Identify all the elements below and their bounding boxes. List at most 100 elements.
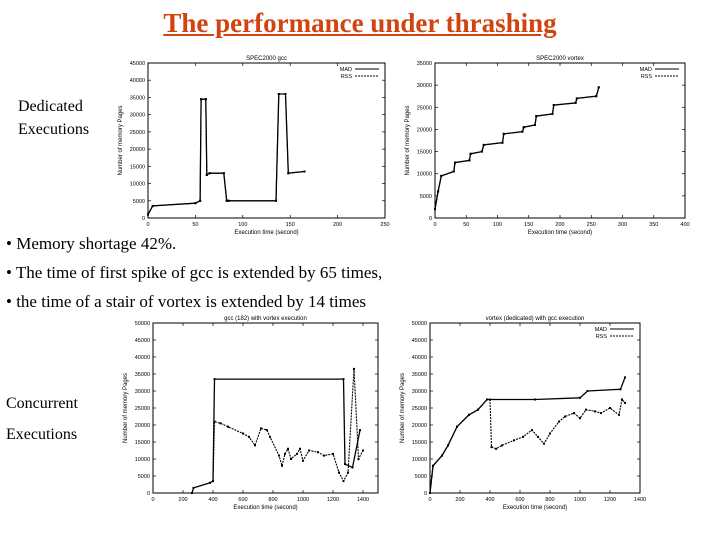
data-point — [549, 432, 551, 435]
data-point — [468, 413, 470, 416]
data-point — [441, 454, 443, 457]
label-concurrent-line-1: Concurrent — [6, 395, 78, 412]
data-point — [521, 130, 524, 133]
x-tick-label: 1200 — [327, 497, 339, 503]
x-tick-label: 1400 — [634, 497, 646, 503]
data-point — [359, 429, 361, 432]
y-tick-label: 10000 — [135, 457, 150, 463]
y-tick-label: 45000 — [130, 61, 145, 67]
data-point — [585, 408, 587, 411]
x-tick-label: 1000 — [574, 497, 586, 503]
y-tick-label: 30000 — [412, 389, 427, 395]
y-axis-label: Number of memory Pages — [405, 105, 411, 175]
data-point — [621, 398, 623, 401]
y-tick-label: 20000 — [130, 147, 145, 153]
data-point — [353, 367, 355, 370]
data-point — [551, 112, 554, 115]
data-point — [429, 492, 431, 494]
data-point — [338, 471, 340, 474]
x-tick-label: 400 — [680, 222, 689, 228]
data-point — [489, 398, 491, 401]
x-tick-label: 200 — [178, 497, 187, 503]
y-tick-label: 40000 — [412, 355, 427, 361]
data-point — [225, 199, 228, 202]
data-point — [440, 174, 443, 177]
data-point — [287, 172, 290, 175]
data-point — [277, 93, 280, 95]
x-tick-label: 600 — [238, 497, 247, 503]
data-point — [522, 126, 525, 129]
data-point — [308, 449, 310, 452]
data-point — [227, 425, 229, 428]
data-point — [482, 143, 485, 146]
data-point — [486, 398, 488, 401]
y-tick-label: 50000 — [135, 321, 150, 327]
plot-frame — [147, 62, 386, 219]
data-point — [447, 444, 449, 447]
x-tick-label: 250 — [380, 222, 389, 228]
data-point — [619, 388, 622, 391]
data-point — [212, 480, 214, 483]
y-tick-label: 30000 — [130, 113, 145, 119]
data-point — [468, 159, 471, 162]
y-tick-label: 35000 — [417, 61, 432, 67]
x-tick-label: 150 — [286, 222, 295, 228]
data-point — [227, 199, 230, 202]
data-point — [351, 466, 354, 469]
data-point — [522, 435, 524, 438]
y-tick-label: 15000 — [135, 440, 150, 446]
data-point — [302, 459, 304, 462]
x-tick-label: 200 — [455, 497, 464, 503]
data-point — [281, 464, 283, 467]
bullet-item: • The time of first spike of gcc is exte… — [6, 263, 383, 282]
x-axis-label: Execution time (second) — [503, 505, 567, 511]
x-tick-label: 0 — [151, 497, 154, 503]
data-point — [332, 452, 334, 455]
data-point — [437, 190, 440, 193]
data-point — [534, 398, 536, 401]
y-tick-label: 15000 — [412, 440, 427, 446]
data-point — [205, 173, 208, 176]
x-axis-label: Execution time (second) — [234, 230, 298, 236]
x-tick-label: 0 — [428, 497, 431, 503]
y-tick-label: 25000 — [412, 406, 427, 412]
y-tick-label: 15000 — [130, 164, 145, 170]
data-point — [260, 427, 262, 430]
y-tick-label: 25000 — [417, 105, 432, 111]
data-point — [595, 95, 598, 98]
y-tick-label: 45000 — [412, 338, 427, 344]
legend-label: RSS — [641, 74, 653, 80]
data-point — [597, 86, 600, 89]
data-point — [200, 98, 203, 101]
data-point — [432, 464, 434, 467]
x-tick-label: 1000 — [297, 497, 309, 503]
data-point — [513, 439, 515, 442]
data-point — [624, 376, 626, 379]
legend-label: MAD — [640, 67, 652, 73]
y-tick-label: 40000 — [130, 78, 145, 84]
label-concurrent-line-2: Executions — [6, 426, 78, 443]
y-axis-label: Number of memory Pages — [118, 105, 124, 175]
data-point — [278, 454, 280, 457]
data-point — [531, 429, 533, 432]
data-point — [284, 93, 287, 95]
y-tick-label: 20000 — [417, 127, 432, 133]
data-point — [357, 458, 360, 460]
y-tick-label: 10000 — [417, 172, 432, 178]
chart-title: SPEC2000 vortex — [536, 56, 584, 62]
data-point — [454, 161, 456, 164]
plot-frame — [429, 322, 641, 494]
data-point — [502, 132, 505, 135]
y-tick-label: 0 — [142, 216, 145, 222]
bullet-list: • Memory shortage 42%. • The time of fir… — [6, 229, 382, 316]
data-point — [624, 401, 626, 404]
x-tick-label: 1200 — [604, 497, 616, 503]
bullet-item: • Memory shortage 42%. — [6, 234, 177, 253]
label-dedicated-line-2: Executions — [18, 121, 90, 138]
data-point — [558, 420, 560, 423]
x-tick-label: 150 — [524, 222, 533, 228]
data-point — [456, 425, 458, 428]
y-tick-label: 40000 — [135, 355, 150, 361]
data-point — [303, 170, 306, 173]
